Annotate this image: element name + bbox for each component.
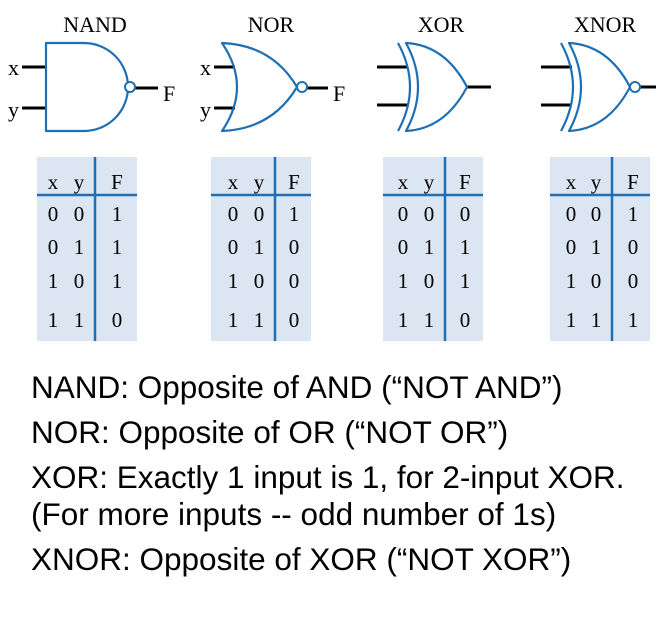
nand-title: NAND — [63, 12, 127, 37]
table-header-x: x — [48, 170, 59, 194]
xor-gate-symbol — [377, 41, 491, 133]
table-cell: 0 — [48, 235, 59, 259]
table-header-y: y — [254, 170, 265, 194]
table-header-x: x — [228, 170, 239, 194]
xnor-truth-table: x y F 0 0 1 0 1 0 1 0 0 1 1 1 — [550, 157, 650, 341]
xnor-gate-body — [567, 41, 632, 133]
table-cell: 0 — [74, 202, 85, 226]
table-cell: 0 — [398, 235, 409, 259]
table-cell: 0 — [289, 235, 300, 259]
table-cell: 0 — [628, 269, 639, 293]
table-header-y: y — [591, 170, 602, 194]
table-cell: 0 — [48, 202, 59, 226]
table-cell: 0 — [289, 308, 300, 332]
table-cell: 0 — [566, 235, 577, 259]
table-background — [383, 157, 483, 341]
table-header-f: F — [288, 170, 300, 194]
table-header-f: F — [627, 170, 639, 194]
table-header-y: y — [74, 170, 85, 194]
table-header-y: y — [424, 170, 435, 194]
table-cell: 1 — [74, 235, 85, 259]
nand-gate-body — [44, 41, 130, 133]
nor-title: NOR — [248, 12, 295, 37]
table-cell: 0 — [228, 235, 239, 259]
xnor-title: XNOR — [574, 12, 637, 37]
nor-description: NOR: Opposite of OR (“NOT OR”) — [31, 414, 509, 450]
table-cell: 1 — [628, 202, 639, 226]
nand-inversion-bubble — [124, 81, 136, 93]
table-cell: 0 — [460, 202, 471, 226]
table-cell: 0 — [424, 202, 435, 226]
nor-output-label: F — [333, 81, 345, 106]
xor-truth-table: x y F 0 0 0 0 1 1 1 0 1 1 1 0 — [383, 157, 483, 341]
table-cell: 1 — [628, 308, 639, 332]
nand-input-y-label: y — [8, 97, 19, 122]
table-cell: 1 — [112, 202, 123, 226]
table-cell: 1 — [254, 235, 265, 259]
table-cell: 1 — [424, 308, 435, 332]
table-cell: 0 — [591, 269, 602, 293]
nand-gate-symbol: x y F — [8, 41, 175, 133]
table-cell: 0 — [628, 235, 639, 259]
table-cell: 1 — [460, 235, 471, 259]
table-cell: 1 — [566, 269, 577, 293]
table-cell: 0 — [254, 269, 265, 293]
table-cell: 1 — [228, 269, 239, 293]
table-cell: 0 — [591, 202, 602, 226]
table-cell: 1 — [398, 269, 409, 293]
table-cell: 1 — [112, 269, 123, 293]
nor-gate-body — [220, 41, 299, 133]
gate-descriptions: NAND: Opposite of AND (“NOT AND”) NOR: O… — [31, 369, 661, 578]
xnor-gate-symbol — [541, 41, 656, 133]
nor-input-y-label: y — [200, 97, 211, 122]
table-header-f: F — [459, 170, 471, 194]
table-cell: 0 — [460, 308, 471, 332]
nand-output-label: F — [163, 81, 175, 106]
table-header-x: x — [566, 170, 577, 194]
xor-title: XOR — [418, 12, 465, 37]
table-cell: 0 — [112, 308, 123, 332]
xnor-description: XNOR: Opposite of XOR (“NOT XOR”) — [31, 541, 572, 577]
table-cell: 0 — [254, 202, 265, 226]
nand-input-x-label: x — [8, 55, 19, 80]
xor-gate-body — [404, 41, 469, 133]
table-cell: 1 — [460, 269, 471, 293]
table-background — [550, 157, 650, 341]
table-cell: 1 — [48, 308, 59, 332]
nand-description: NAND: Opposite of AND (“NOT AND”) — [31, 369, 563, 405]
xnor-inversion-bubble — [629, 81, 641, 93]
table-cell: 1 — [228, 308, 239, 332]
table-cell: 1 — [591, 308, 602, 332]
table-cell: 1 — [566, 308, 577, 332]
table-cell: 1 — [254, 308, 265, 332]
table-cell: 1 — [112, 235, 123, 259]
xor-description: XOR: Exactly 1 input is 1, for 2-input X… — [31, 459, 625, 532]
table-cell: 1 — [289, 202, 300, 226]
table-cell: 1 — [74, 308, 85, 332]
nand-truth-table: x y F 0 0 1 0 1 1 1 0 1 1 1 0 — [37, 157, 137, 341]
nor-truth-table: x y F 0 0 1 0 1 0 1 0 0 1 1 0 — [211, 157, 311, 341]
table-cell: 0 — [74, 269, 85, 293]
table-header-x: x — [398, 170, 409, 194]
table-cell: 0 — [289, 269, 300, 293]
xnor-extra-input-curve — [560, 42, 575, 132]
table-header-f: F — [111, 170, 123, 194]
table-cell: 1 — [591, 235, 602, 259]
table-cell: 1 — [48, 269, 59, 293]
table-cell: 0 — [228, 202, 239, 226]
nor-gate-symbol: x y F — [200, 41, 345, 133]
table-cell: 0 — [398, 202, 409, 226]
nor-inversion-bubble — [296, 81, 308, 93]
table-cell: 1 — [398, 308, 409, 332]
table-background — [37, 157, 137, 341]
table-cell: 0 — [424, 269, 435, 293]
table-background — [211, 157, 311, 341]
xor-extra-input-curve — [397, 42, 412, 132]
table-cell: 1 — [424, 235, 435, 259]
table-cell: 0 — [566, 202, 577, 226]
nor-input-x-label: x — [200, 55, 211, 80]
